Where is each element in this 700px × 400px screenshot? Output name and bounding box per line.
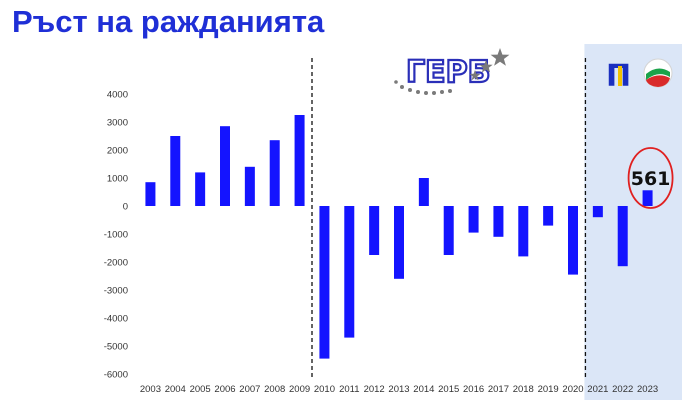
annotation-ring	[627, 147, 674, 209]
highlight-annotation: 561	[627, 147, 674, 209]
x-tick-label: 2022	[612, 384, 633, 395]
bar	[642, 190, 653, 206]
pp-logo-stripe-icon	[618, 66, 622, 86]
x-tick-label: 2017	[488, 384, 509, 395]
bar	[294, 115, 305, 206]
bar	[269, 140, 280, 206]
bar	[319, 206, 330, 359]
annotation-label: 561	[631, 168, 671, 190]
bar	[418, 178, 429, 206]
y-tick-label: -4000	[104, 314, 128, 325]
bar	[568, 206, 578, 275]
pp-logo: П	[606, 58, 673, 94]
bar	[369, 206, 380, 255]
x-tick-label: 2011	[339, 384, 359, 395]
bar	[145, 182, 156, 206]
bar	[244, 166, 255, 206]
x-tick-label: 2015	[438, 384, 459, 395]
y-tick-label: 4000	[107, 90, 128, 101]
x-tick-label: 2004	[165, 384, 186, 395]
period-dividers	[311, 58, 587, 378]
x-tick-label: 2012	[364, 384, 385, 395]
x-tick-label: 2013	[388, 384, 409, 395]
x-tick-label: 2008	[264, 384, 285, 395]
x-tick-label: 2016	[463, 384, 484, 395]
bar	[170, 136, 181, 206]
y-tick-label: 1000	[107, 174, 128, 185]
bar	[493, 206, 504, 237]
gerb-stars-icon	[394, 48, 510, 95]
bar	[344, 206, 355, 338]
y-tick-label: -2000	[104, 258, 128, 269]
bar	[518, 206, 529, 257]
bar	[468, 206, 479, 233]
x-tick-label: 2010	[314, 384, 335, 395]
bar	[220, 126, 230, 206]
highlight-region	[584, 44, 682, 400]
x-tick-label: 2005	[190, 384, 211, 395]
chart-title: Ръст на ражданията	[12, 4, 325, 39]
x-tick-label: 2006	[214, 384, 235, 395]
y-tick-label: -3000	[104, 286, 128, 297]
x-tick-label: 2019	[538, 384, 559, 395]
gerb-logo: ГЕРБ	[394, 48, 510, 95]
gerb-logo-text: ГЕРБ	[406, 55, 490, 90]
x-tick-label: 2014	[413, 384, 434, 395]
bar	[617, 206, 628, 267]
x-tick-label: 2023	[637, 384, 658, 395]
bar	[394, 206, 404, 279]
y-tick-label: -6000	[104, 370, 128, 381]
x-tick-label: 2007	[239, 384, 260, 395]
x-tick-label: 2020	[562, 384, 583, 395]
pp-circle-icon	[643, 58, 673, 88]
x-axis-ticks: 2003 2004 2005 2006 2007 2008 2009 2010 2011 2012…	[140, 384, 658, 395]
x-tick-label: 2021	[587, 384, 608, 395]
x-tick-label: 2018	[513, 384, 534, 395]
x-tick-label: 2003	[140, 384, 161, 395]
y-tick-label: 3000	[107, 118, 128, 129]
bar	[592, 206, 603, 218]
bar	[195, 172, 206, 206]
y-tick-label: -1000	[104, 230, 128, 241]
y-tick-label: -5000	[104, 342, 128, 353]
x-tick-label: 2009	[289, 384, 310, 395]
y-tick-label: 2000	[107, 146, 128, 157]
bar-series	[145, 115, 653, 359]
bar	[443, 206, 454, 255]
bar	[543, 206, 554, 226]
y-axis-ticks: 4000 3000 2000 1000 0 -1000 -2000 -3000 -4000 -50…	[104, 90, 128, 381]
y-tick-label: 0	[123, 202, 128, 213]
